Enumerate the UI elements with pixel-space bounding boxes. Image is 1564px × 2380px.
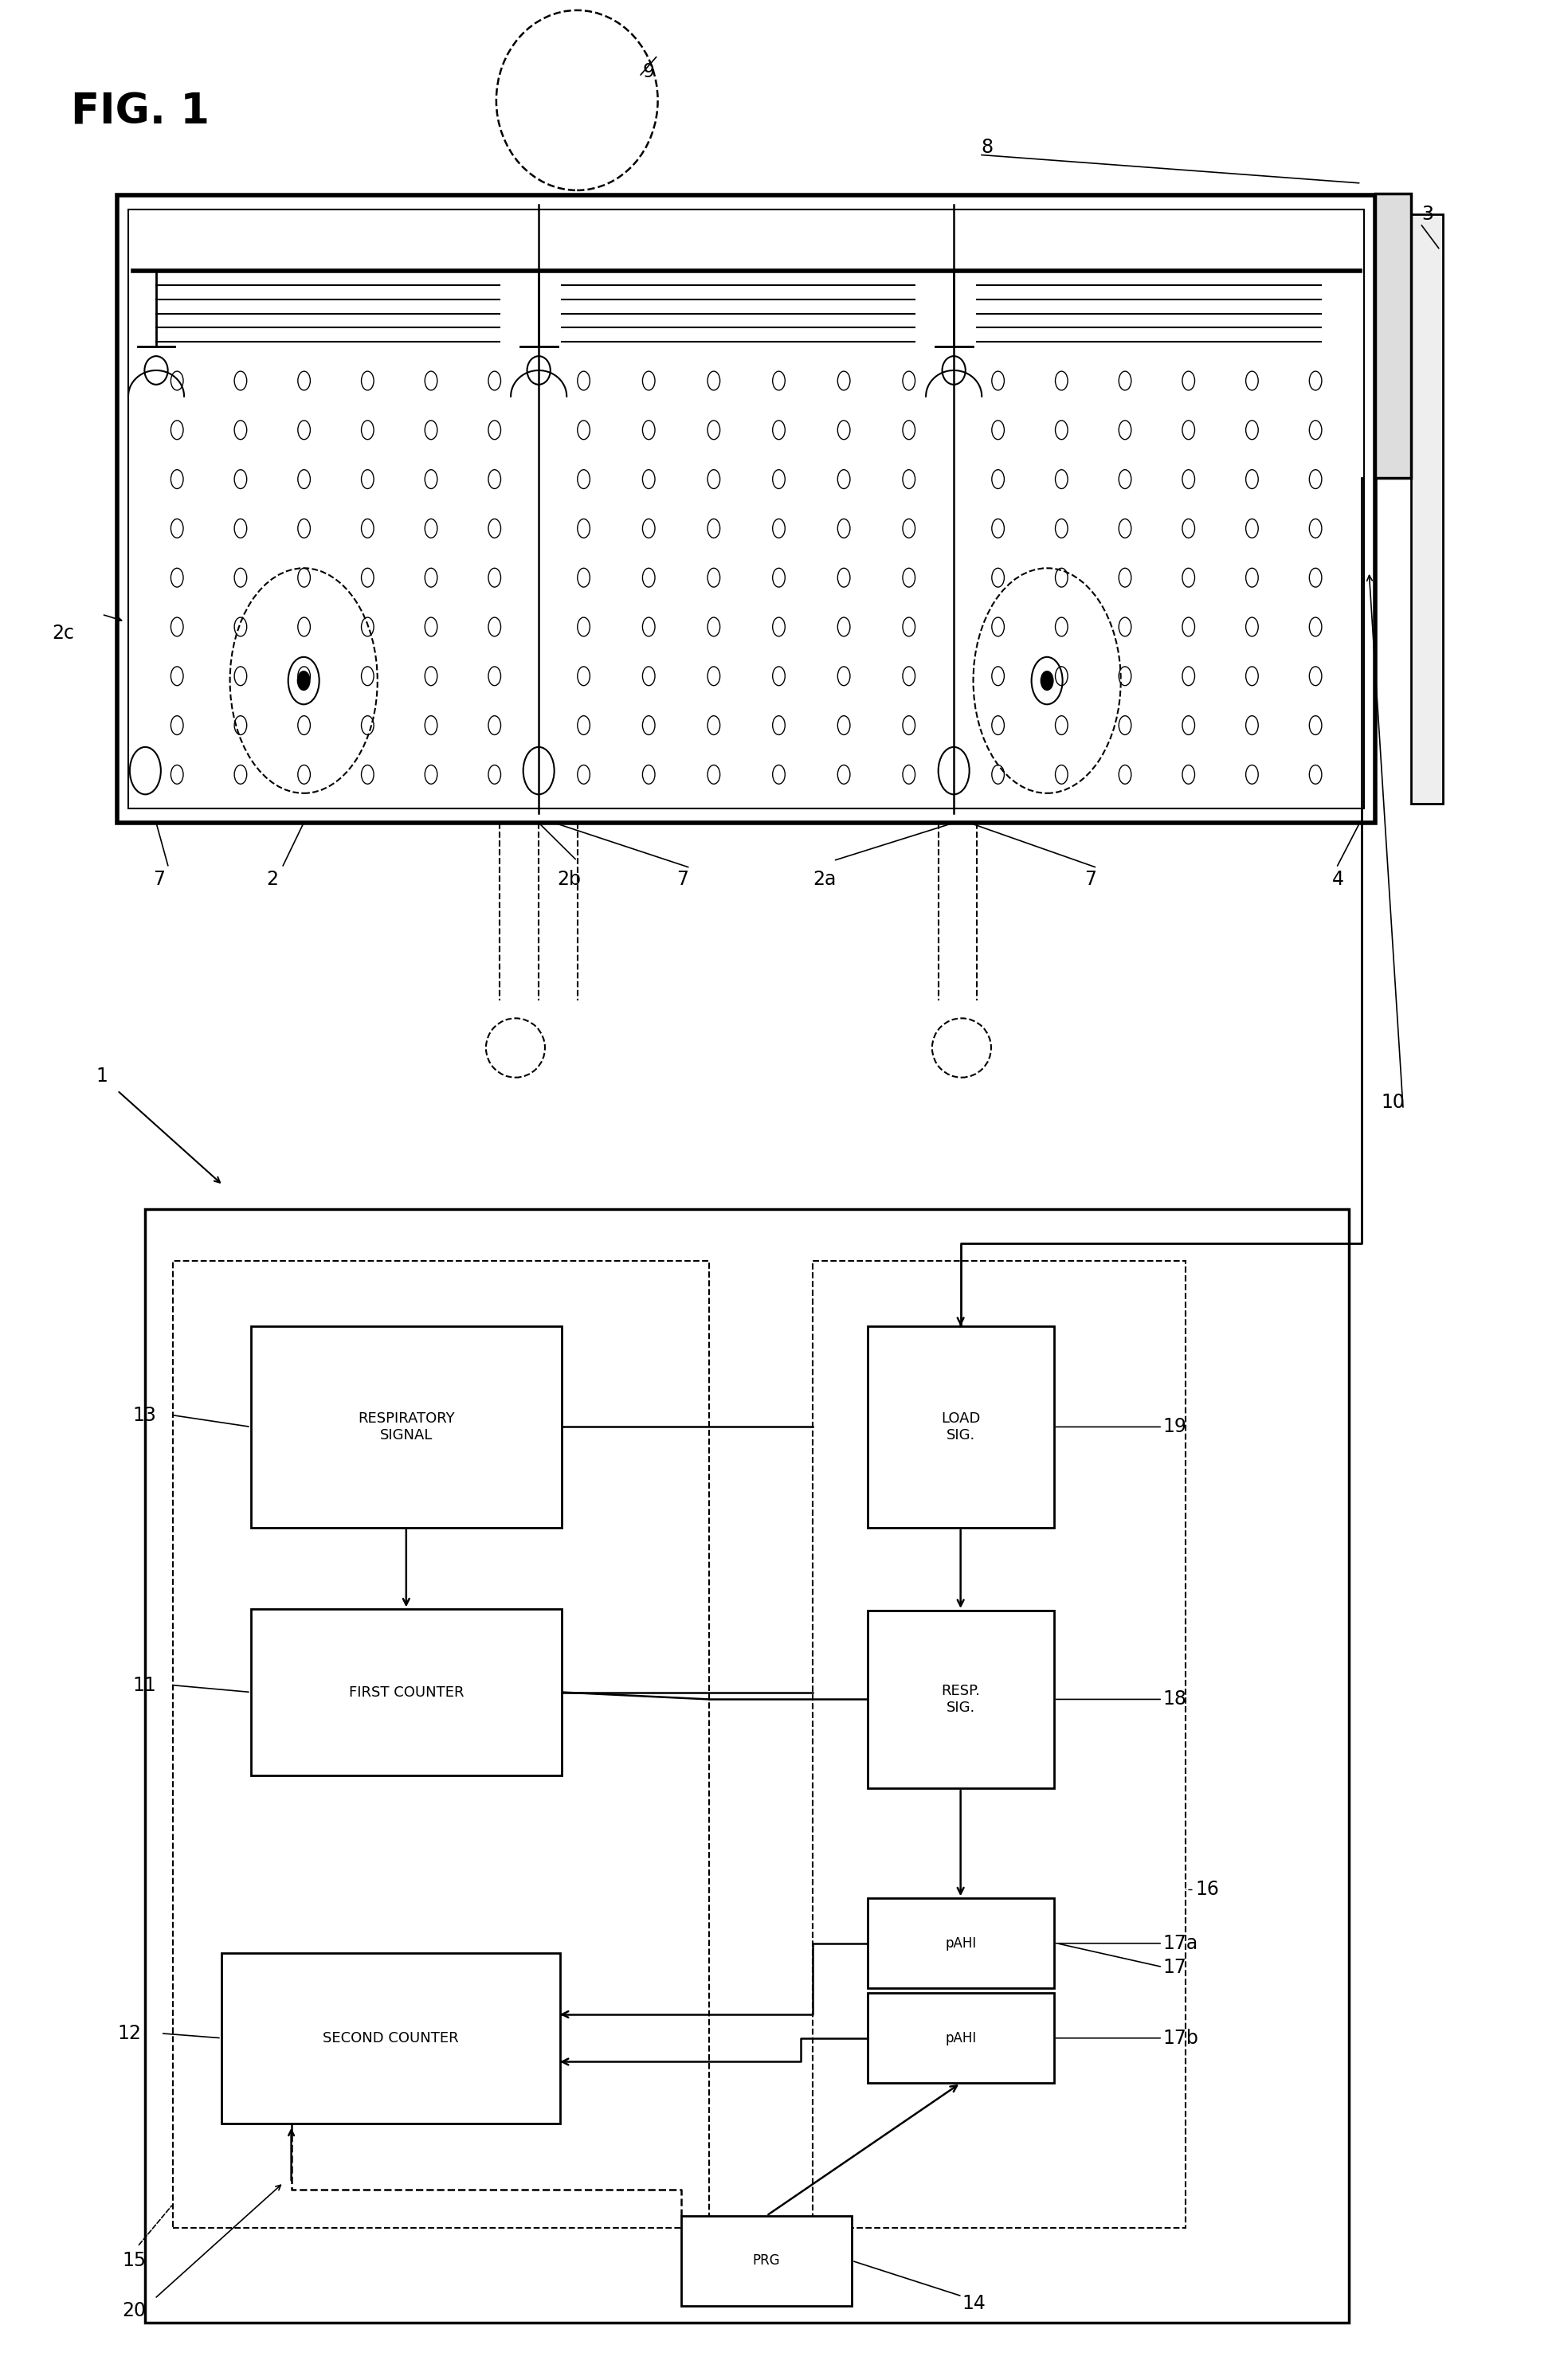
Text: 16: 16 [1195,1880,1218,1899]
Text: RESPIRATORY
SIGNAL: RESPIRATORY SIGNAL [358,1411,455,1442]
Text: 10: 10 [1381,1092,1404,1111]
Bar [868,1899,1054,1987]
Text: 7: 7 [153,871,166,890]
Text: 7: 7 [676,871,688,890]
Text: 2c: 2c [52,624,75,643]
Text: 2: 2 [266,871,278,890]
Text: SECOND COUNTER: SECOND COUNTER [322,2030,458,2044]
Bar [117,195,1375,823]
Circle shape [297,671,310,690]
Text: 2a: 2a [813,871,837,890]
Text: 17b: 17b [1162,2028,1198,2047]
Text: 15: 15 [122,2251,145,2271]
Bar [174,1261,708,2228]
Text: 8: 8 [981,138,993,157]
Text: FIG. 1: FIG. 1 [70,90,210,133]
Bar [128,209,1364,809]
Bar [868,1611,1054,1787]
Text: 19: 19 [1162,1418,1186,1438]
Bar [250,1326,561,1528]
Text: FIRST COUNTER: FIRST COUNTER [349,1685,465,1699]
Text: pAHI: pAHI [945,2030,976,2044]
Text: 3: 3 [1422,205,1434,224]
Text: 12: 12 [117,2023,141,2042]
Text: 1: 1 [95,1066,108,1085]
Text: pAHI: pAHI [945,1937,976,1952]
Bar [868,1326,1054,1528]
Text: 2b: 2b [557,871,580,890]
Text: PRG: PRG [752,2254,780,2268]
Bar [868,1992,1054,2082]
Text: 17: 17 [1162,1956,1186,1975]
Circle shape [1040,671,1053,690]
Text: 13: 13 [133,1407,156,1426]
Text: 20: 20 [122,2301,145,2320]
Bar [1411,214,1444,804]
Text: 9: 9 [643,62,654,81]
Bar [145,1209,1348,2323]
Bar [222,1954,560,2123]
Bar [1375,193,1411,478]
Text: RESP.
SIG.: RESP. SIG. [942,1685,981,1714]
Text: 17a: 17a [1162,1935,1198,1954]
Bar [680,2216,852,2306]
Text: LOAD
SIG.: LOAD SIG. [942,1411,981,1442]
Text: 14: 14 [962,2294,985,2313]
Text: 18: 18 [1162,1690,1187,1709]
Text: 4: 4 [1331,871,1343,890]
Text: 7: 7 [1085,871,1096,890]
Bar [250,1609,561,1775]
Text: 11: 11 [133,1676,156,1695]
Bar [813,1261,1186,2228]
